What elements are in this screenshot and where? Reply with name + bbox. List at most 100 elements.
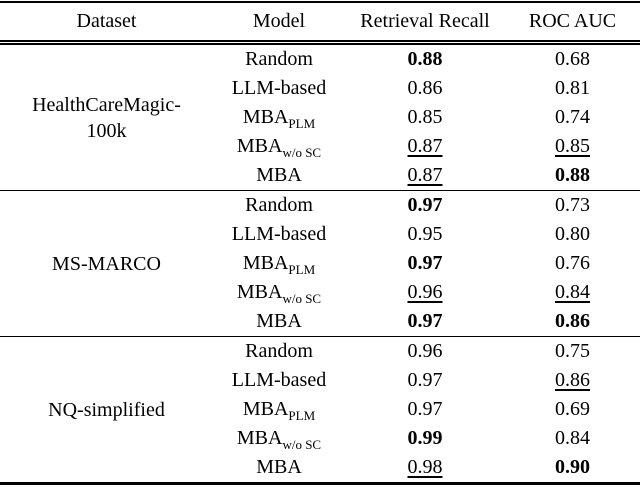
model-name: MBA — [256, 310, 302, 332]
model-cell: MBAPLM — [213, 395, 345, 424]
table-row: MBAPLM 0.97 0.76 — [0, 249, 640, 278]
auc-value: 0.86 — [555, 369, 590, 391]
auc-cell: 0.76 — [505, 249, 640, 278]
recall-cell: 0.97 — [345, 366, 505, 395]
model-name: MBA — [256, 456, 302, 478]
recall-value: 0.88 — [407, 48, 443, 70]
recall-value: 0.86 — [407, 77, 443, 99]
model-subscript: PLM — [288, 262, 316, 277]
recall-value: 0.97 — [407, 252, 443, 274]
auc-cell: 0.75 — [505, 337, 640, 367]
recall-value: 0.97 — [407, 369, 443, 391]
auc-value: 0.86 — [555, 310, 590, 332]
model-name: MBA — [242, 252, 289, 274]
model-name: MBA — [256, 164, 302, 186]
auc-cell: 0.74 — [505, 103, 640, 132]
recall-cell: 0.87 — [345, 132, 505, 161]
table-row: LLM-based 0.97 0.86 — [0, 366, 640, 395]
dataset-name-line: NQ-simplified — [48, 398, 165, 421]
recall-cell: 0.96 — [345, 337, 505, 367]
model-cell: MBAw/o SC — [213, 278, 345, 307]
recall-cell: 0.85 — [345, 103, 505, 132]
dataset-group-msmarco: MS-MARCO Random 0.97 0.73 LLM-based 0.95… — [0, 191, 640, 337]
model-subscript: w/o SC — [282, 145, 322, 160]
recall-value: 0.97 — [407, 194, 443, 216]
model-name: MBA — [236, 427, 283, 449]
dataset-name-line: HealthCareMagic- — [32, 93, 181, 116]
model-name: Random — [245, 340, 313, 362]
recall-value: 0.95 — [407, 223, 443, 245]
recall-value: 0.98 — [407, 456, 443, 478]
auc-value: 0.76 — [555, 252, 590, 274]
model-name: MBA — [236, 281, 283, 303]
dataset-name-line: MS-MARCO — [52, 252, 161, 275]
auc-cell: 0.84 — [505, 278, 640, 307]
auc-value: 0.75 — [555, 340, 590, 362]
model-cell: MBAPLM — [213, 249, 345, 278]
model-subscript: PLM — [288, 408, 316, 423]
table-row: MBA 0.97 0.86 — [0, 307, 640, 337]
recall-value: 0.97 — [407, 310, 443, 332]
dataset-cell: HealthCareMagic- 100k — [0, 43, 213, 191]
auc-cell: 0.86 — [505, 366, 640, 395]
table-header: Dataset Model Retrieval Recall ROC AUC — [0, 2, 640, 43]
table-row: MBAw/o SC 0.96 0.84 — [0, 278, 640, 307]
auc-value: 0.84 — [555, 281, 590, 303]
model-cell: MBAPLM — [213, 103, 345, 132]
auc-value: 0.84 — [555, 427, 590, 449]
recall-value: 0.87 — [407, 164, 443, 186]
recall-value: 0.96 — [407, 340, 443, 362]
recall-cell: 0.87 — [345, 161, 505, 191]
recall-cell: 0.98 — [345, 453, 505, 484]
auc-value: 0.69 — [555, 398, 590, 420]
table-row: MBAw/o SC 0.87 0.85 — [0, 132, 640, 161]
model-cell: MBAw/o SC — [213, 424, 345, 453]
model-cell: Random — [213, 191, 345, 221]
dataset-group-nq-simplified: NQ-simplified Random 0.96 0.75 LLM-based… — [0, 337, 640, 484]
auc-value: 0.68 — [555, 48, 590, 70]
table-row: LLM-based 0.95 0.80 — [0, 220, 640, 249]
recall-cell: 0.97 — [345, 307, 505, 337]
auc-value: 0.90 — [555, 456, 590, 478]
model-name: MBA — [236, 135, 283, 157]
auc-value: 0.81 — [555, 77, 590, 99]
recall-value: 0.96 — [407, 281, 443, 303]
recall-value: 0.97 — [407, 398, 443, 420]
header-row: Dataset Model Retrieval Recall ROC AUC — [0, 2, 640, 43]
column-header-roc-auc: ROC AUC — [528, 10, 617, 32]
model-cell: LLM-based — [213, 74, 345, 103]
auc-value: 0.74 — [555, 106, 590, 128]
model-subscript: PLM — [288, 116, 316, 131]
dataset-cell: MS-MARCO — [0, 191, 213, 337]
model-cell: MBA — [213, 307, 345, 337]
column-header-model: Model — [252, 10, 306, 32]
auc-cell: 0.68 — [505, 43, 640, 75]
model-cell: LLM-based — [213, 366, 345, 395]
dataset-name-line: 100k — [86, 119, 127, 142]
model-name: LLM-based — [231, 77, 327, 99]
auc-value: 0.85 — [555, 135, 590, 157]
recall-cell: 0.97 — [345, 191, 505, 221]
model-cell: Random — [213, 43, 345, 75]
model-cell: MBAw/o SC — [213, 132, 345, 161]
auc-cell: 0.90 — [505, 453, 640, 484]
auc-cell: 0.86 — [505, 307, 640, 337]
table-row: MBA 0.98 0.90 — [0, 453, 640, 484]
recall-value: 0.85 — [407, 106, 443, 128]
table-row: HealthCareMagic- 100k Random 0.88 0.68 — [0, 43, 640, 142]
table-row: MBAPLM 0.85 0.74 — [0, 103, 640, 132]
column-header-dataset: Dataset — [76, 10, 137, 32]
model-subscript: w/o SC — [282, 291, 322, 306]
recall-cell: 0.95 — [345, 220, 505, 249]
table-row: MS-MARCO Random 0.97 0.73 — [0, 191, 640, 275]
model-cell: MBA — [213, 161, 345, 191]
model-name: MBA — [242, 106, 289, 128]
recall-value: 0.87 — [407, 135, 443, 157]
recall-cell: 0.97 — [345, 395, 505, 424]
table-row: MBAw/o SC 0.99 0.84 — [0, 424, 640, 453]
auc-value: 0.80 — [555, 223, 590, 245]
recall-cell: 0.86 — [345, 74, 505, 103]
dataset-cell: NQ-simplified — [0, 337, 213, 484]
